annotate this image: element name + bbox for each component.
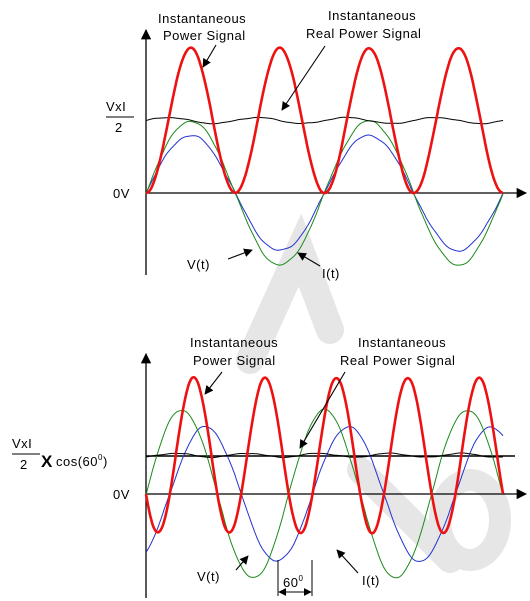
bottom-vxi-denominator: 2	[20, 457, 28, 472]
top-power-wave	[146, 46, 503, 195]
top-zero-label: 0V	[113, 186, 130, 201]
bottom-real-arrow	[299, 371, 346, 449]
bottom-real-label-line1: Instantaneous	[358, 335, 446, 350]
top-v-label: V(t)	[187, 257, 210, 272]
bottom-v-arrow	[235, 555, 249, 571]
top-real-power-wave	[145, 116, 504, 125]
bottom-v-label: V(t)	[197, 569, 220, 584]
bottom-power-wave	[144, 376, 505, 535]
bottom-cos-exponent: 0	[98, 453, 103, 462]
bottom-power-label-line1: Instantaneous	[190, 335, 278, 350]
top-i-label: I(t)	[322, 266, 340, 281]
top-real-label-line1: Instantaneous	[328, 8, 416, 23]
bottom-power-arrow	[204, 371, 223, 395]
bottom-phase-label: 600	[283, 574, 303, 590]
watermark	[236, 213, 511, 573]
bottom-voltage-wave	[145, 408, 504, 579]
bottom-zero-label: 0V	[113, 487, 130, 502]
bottom-cos-label: cos(600)	[56, 453, 108, 469]
top-vxi-numerator: VxI	[106, 99, 126, 114]
bottom-real-label-line2: Real Power Signal	[340, 353, 455, 368]
bottom-i-label: I(t)	[362, 573, 380, 588]
top-i-arrow	[297, 252, 321, 267]
top-real-label-line2: Real Power Signal	[306, 26, 421, 41]
top-diagram: Instantaneous Power Signal Instantaneous…	[106, 8, 528, 281]
bottom-phase-exponent: 0	[298, 574, 303, 583]
top-power-arrow	[202, 44, 217, 68]
bottom-current-wave	[145, 426, 504, 562]
bottom-cos-close: )	[103, 454, 108, 469]
bottom-diagram: Instantaneous Power Signal Instantaneous…	[12, 335, 528, 598]
bottom-vxi-numerator: VxI	[12, 436, 32, 451]
top-vxi-denominator: 2	[115, 120, 123, 135]
bottom-cos-text: cos(60	[56, 454, 98, 469]
bottom-i-arrow	[336, 549, 359, 574]
bottom-real-power-wave	[145, 452, 503, 459]
bottom-power-label-line2: Power Signal	[193, 353, 276, 368]
top-real-arrow	[281, 45, 326, 111]
top-power-label-line2: Power Signal	[163, 28, 246, 43]
bottom-phase-value: 60	[283, 575, 298, 590]
top-v-arrow	[227, 248, 253, 260]
bottom-multiply-sign: X	[41, 452, 53, 471]
top-power-label-line1: Instantaneous	[158, 11, 246, 26]
